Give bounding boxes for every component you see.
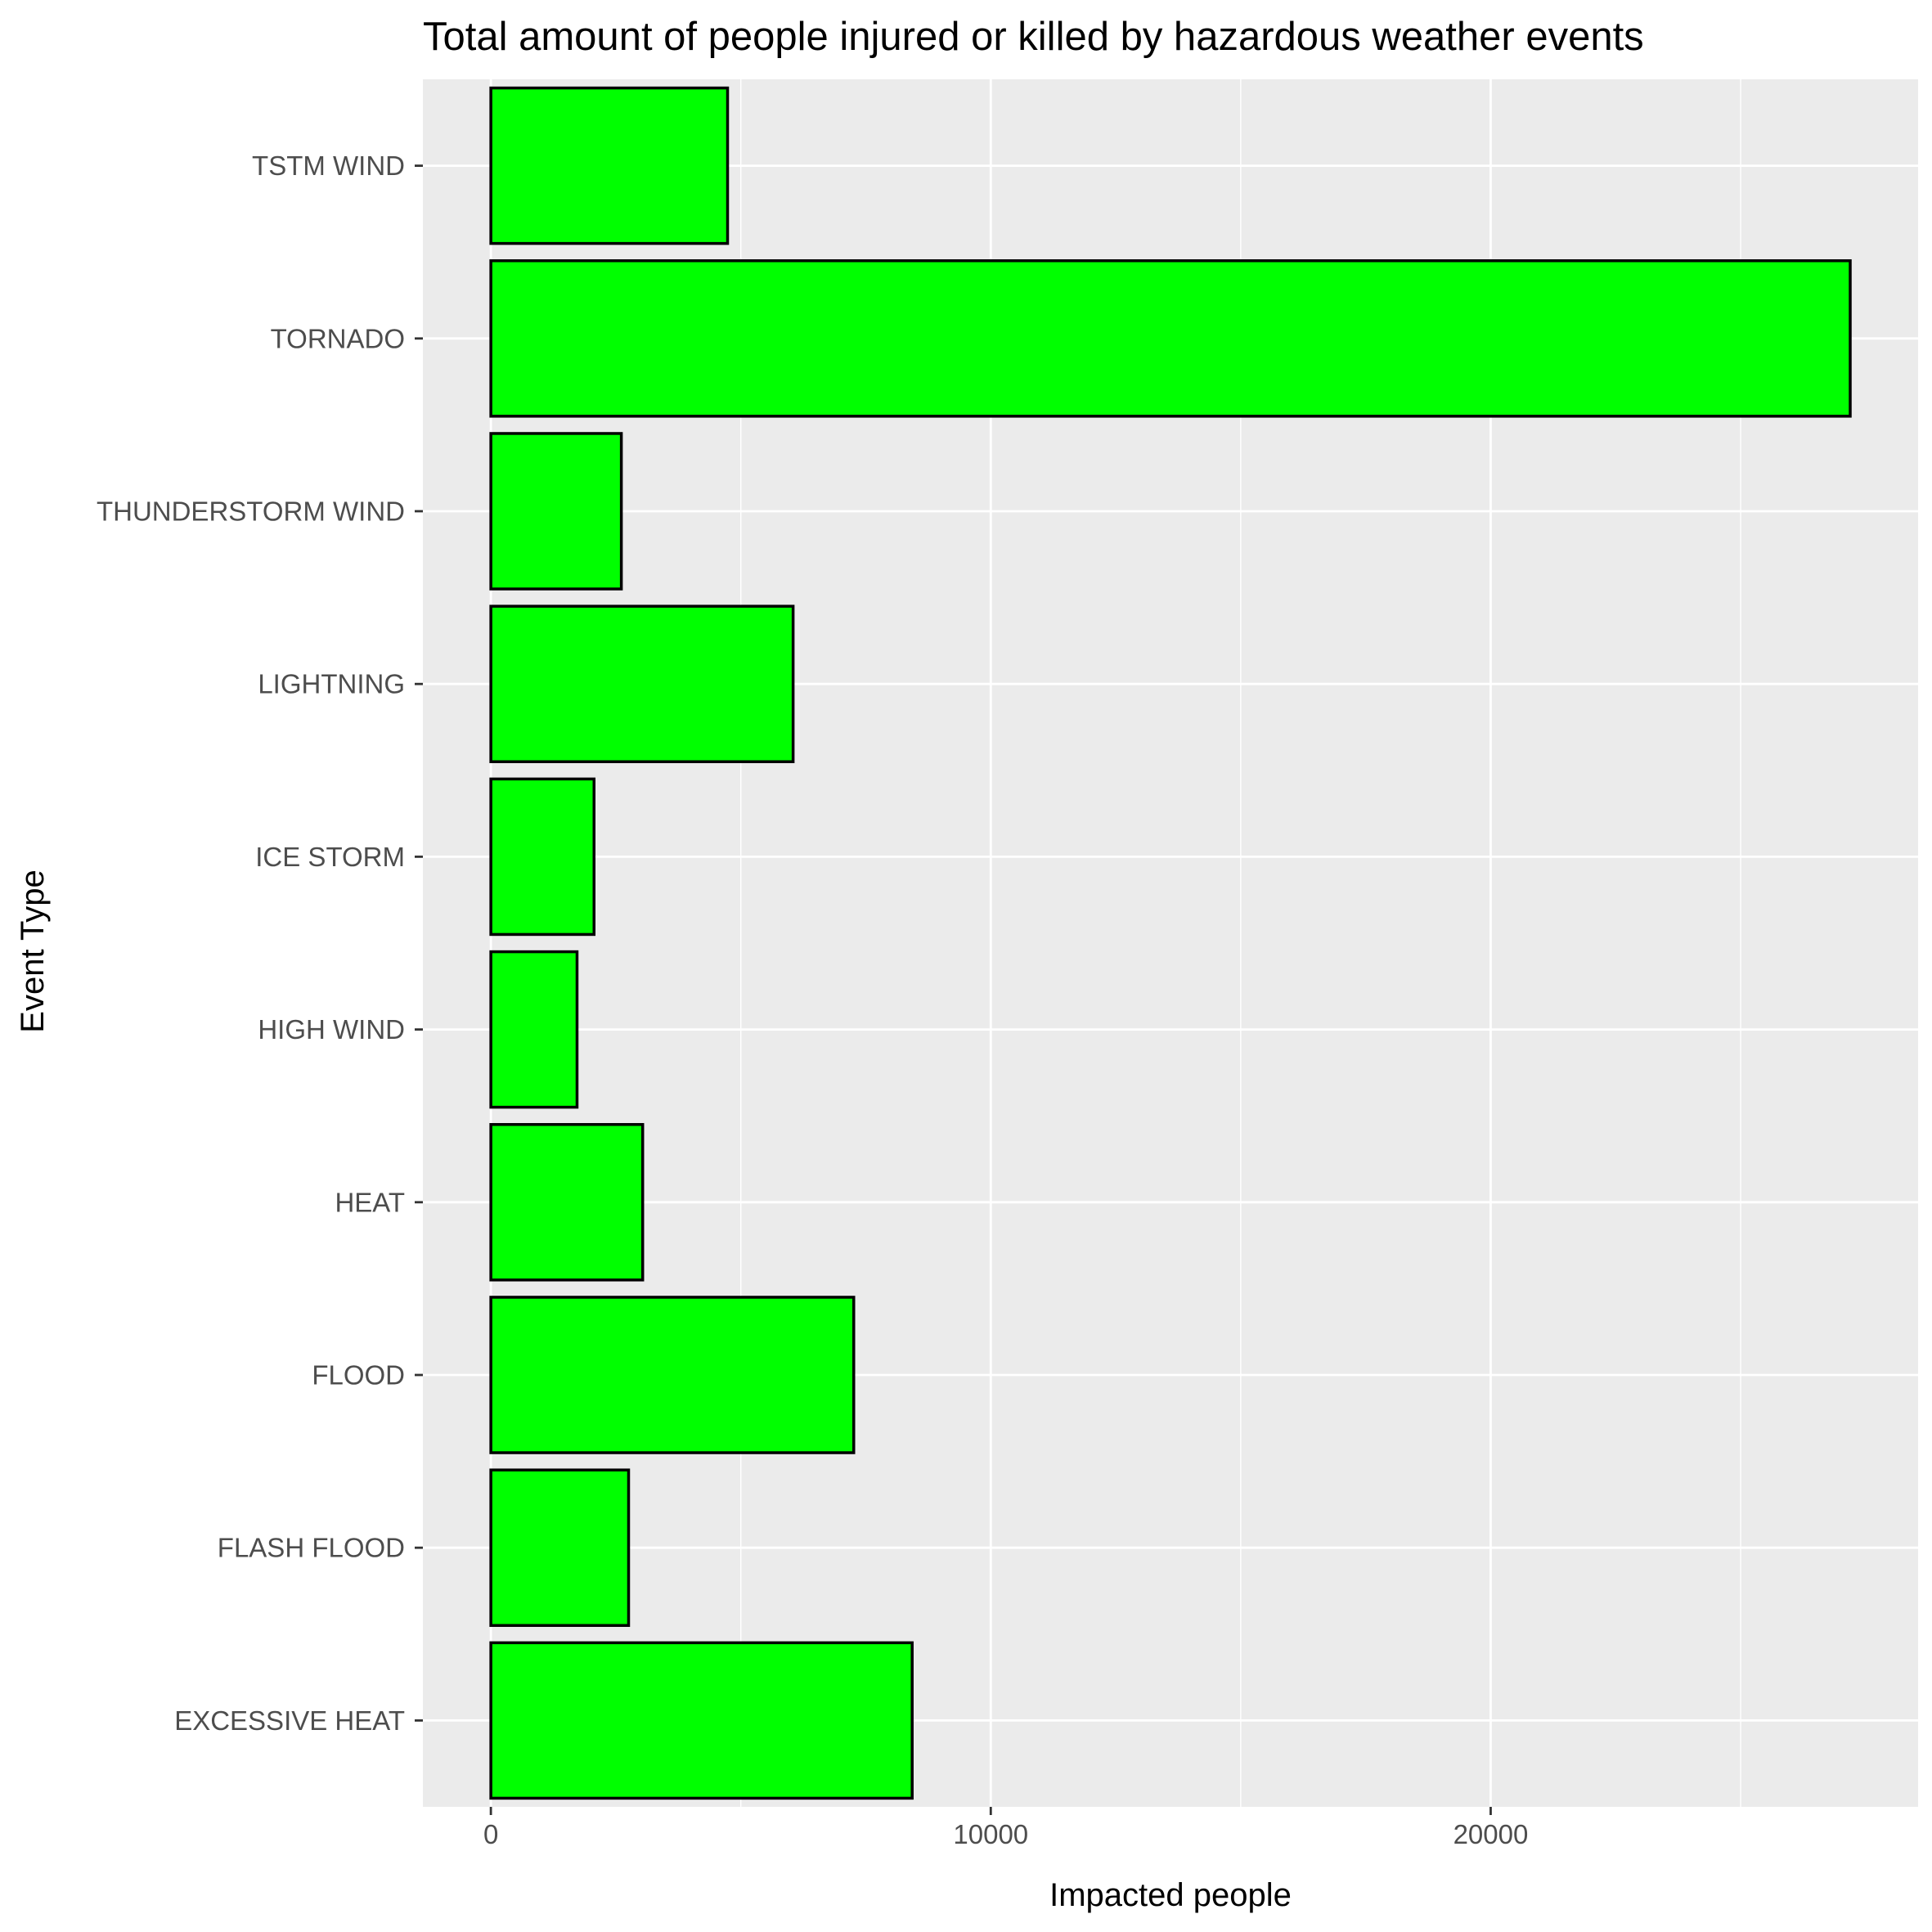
bars	[489, 86, 1852, 1800]
x-axis-title: Impacted people	[1049, 1877, 1292, 1913]
x-tick-label: 20000	[1453, 1819, 1529, 1849]
bar	[489, 1641, 914, 1800]
x-axis: 0 10000 20000	[483, 1807, 1528, 1849]
y-tick-label: ICE STORM	[255, 842, 405, 872]
y-axis-title: Event Type	[15, 869, 51, 1032]
chart-title: Total amount of people injured or killed…	[423, 15, 1644, 59]
bar	[489, 777, 596, 937]
y-tick-label: HIGH WIND	[258, 1014, 405, 1045]
x-tick-label: 0	[483, 1819, 498, 1849]
y-tick-label: FLASH FLOOD	[218, 1533, 405, 1563]
y-tick-label: FLOOD	[312, 1360, 405, 1391]
bar	[489, 259, 1852, 418]
bar	[489, 1468, 631, 1627]
bar	[489, 432, 623, 591]
y-axis: EXCESSIVE HEAT FLASH FLOOD FLOOD HEAT HIGH W…	[97, 151, 423, 1736]
y-tick-label: THUNDERSTORM WIND	[97, 496, 405, 527]
y-tick-label: HEAT	[335, 1187, 405, 1217]
bar	[489, 86, 730, 245]
y-tick-label: TORNADO	[271, 323, 405, 353]
x-tick-label: 10000	[953, 1819, 1028, 1849]
bar	[489, 1296, 856, 1454]
y-tick-label: EXCESSIVE HEAT	[174, 1705, 405, 1736]
bar	[489, 1123, 645, 1282]
bar	[489, 950, 579, 1109]
y-tick-label: TSTM WIND	[252, 151, 405, 181]
y-tick-label: LIGHTNING	[258, 669, 405, 699]
bar	[489, 604, 795, 763]
